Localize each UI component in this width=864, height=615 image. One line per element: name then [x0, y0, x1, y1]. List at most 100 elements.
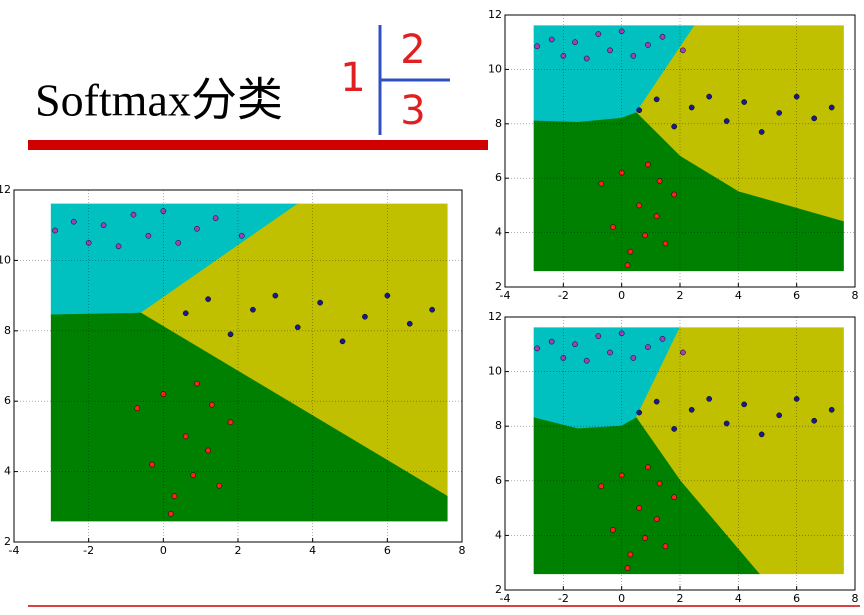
page-mark: 3: [400, 88, 425, 134]
data-point: [583, 55, 590, 62]
data-point: [618, 169, 625, 176]
data-point: [811, 115, 818, 122]
title-bar: [28, 140, 488, 150]
data-point: [627, 551, 634, 558]
data-point: [688, 104, 695, 111]
y-tick-label: 6: [4, 394, 11, 407]
data-point: [583, 357, 590, 364]
x-tick-label: -2: [558, 592, 569, 605]
data-point: [595, 333, 602, 339]
data-point: [182, 310, 189, 317]
y-tick-label: 6: [495, 171, 502, 184]
data-point: [618, 472, 625, 479]
data-point: [595, 31, 602, 37]
data-point: [706, 93, 713, 100]
x-tick-label: 0: [618, 289, 625, 302]
data-point: [642, 535, 648, 541]
data-point: [645, 161, 651, 168]
data-point: [828, 406, 835, 413]
data-point: [212, 215, 219, 222]
x-tick-label: 2: [677, 289, 684, 302]
data-point: [656, 178, 663, 184]
data-point: [811, 417, 818, 424]
data-point: [548, 36, 555, 43]
x-tick-label: 2: [677, 592, 684, 605]
data-point: [630, 355, 637, 361]
y-tick-label: 12: [488, 8, 502, 21]
data-point: [659, 335, 666, 342]
data-point: [548, 338, 555, 345]
x-tick-label: 4: [735, 289, 742, 302]
data-point: [175, 239, 182, 246]
data-point: [653, 398, 660, 405]
x-tick-label: -4: [500, 289, 511, 302]
y-tick-label: 2: [4, 535, 11, 548]
data-point: [227, 419, 234, 426]
data-point: [339, 338, 346, 345]
y-tick-label: 8: [495, 419, 502, 432]
x-tick-label: 6: [793, 592, 800, 605]
data-point: [406, 320, 413, 327]
data-point: [662, 240, 669, 247]
data-point: [560, 52, 567, 59]
data-point: [272, 292, 279, 299]
data-point: [560, 355, 567, 361]
data-point: [758, 431, 765, 438]
data-point: [645, 344, 651, 350]
y-tick-label: 4: [4, 465, 11, 478]
data-point: [671, 123, 678, 130]
x-tick-label: 8: [852, 592, 859, 605]
data-point: [145, 232, 152, 239]
data-point: [776, 110, 783, 116]
data-point: [758, 129, 765, 135]
data-point: [642, 232, 648, 239]
data-point: [624, 262, 631, 269]
data-point: [182, 433, 189, 440]
data-point: [659, 33, 666, 40]
x-tick-label: 8: [852, 289, 859, 302]
data-point: [610, 224, 616, 231]
data-point: [294, 324, 301, 331]
data-point: [636, 409, 643, 416]
y-tick-label: 4: [495, 528, 502, 541]
data-point: [190, 472, 197, 478]
x-tick-label: 6: [384, 544, 391, 557]
page-mark: 1: [340, 55, 365, 101]
data-point: [630, 52, 637, 59]
y-tick-label: 12: [488, 310, 502, 323]
decision-region: [533, 112, 844, 272]
data-point: [194, 380, 200, 387]
data-point: [216, 482, 223, 489]
data-point: [429, 306, 435, 313]
data-point: [653, 213, 660, 220]
data-point: [607, 349, 613, 356]
data-point: [317, 299, 323, 306]
decision-region: [533, 417, 760, 575]
x-tick-label: 2: [235, 544, 242, 557]
data-point: [723, 420, 730, 427]
data-point: [671, 191, 678, 198]
data-point: [636, 505, 643, 511]
data-point: [636, 202, 643, 209]
data-point: [171, 493, 178, 500]
x-tick-label: 4: [309, 544, 316, 557]
y-tick-label: 8: [4, 324, 11, 337]
data-point: [706, 396, 713, 402]
data-point: [134, 405, 141, 412]
data-point: [572, 39, 578, 46]
data-point: [636, 107, 643, 114]
data-point: [115, 243, 122, 250]
x-tick-label: 0: [618, 592, 625, 605]
y-tick-label: 2: [495, 583, 502, 596]
data-point: [653, 96, 660, 103]
data-point: [741, 99, 748, 105]
data-point: [598, 180, 605, 187]
y-tick-label: 10: [488, 62, 502, 75]
y-tick-label: 4: [495, 226, 502, 239]
page-mark: 2: [400, 27, 425, 73]
y-tick-label: 8: [495, 117, 502, 130]
data-point: [250, 306, 256, 313]
data-point: [572, 341, 578, 348]
data-point: [100, 222, 107, 229]
